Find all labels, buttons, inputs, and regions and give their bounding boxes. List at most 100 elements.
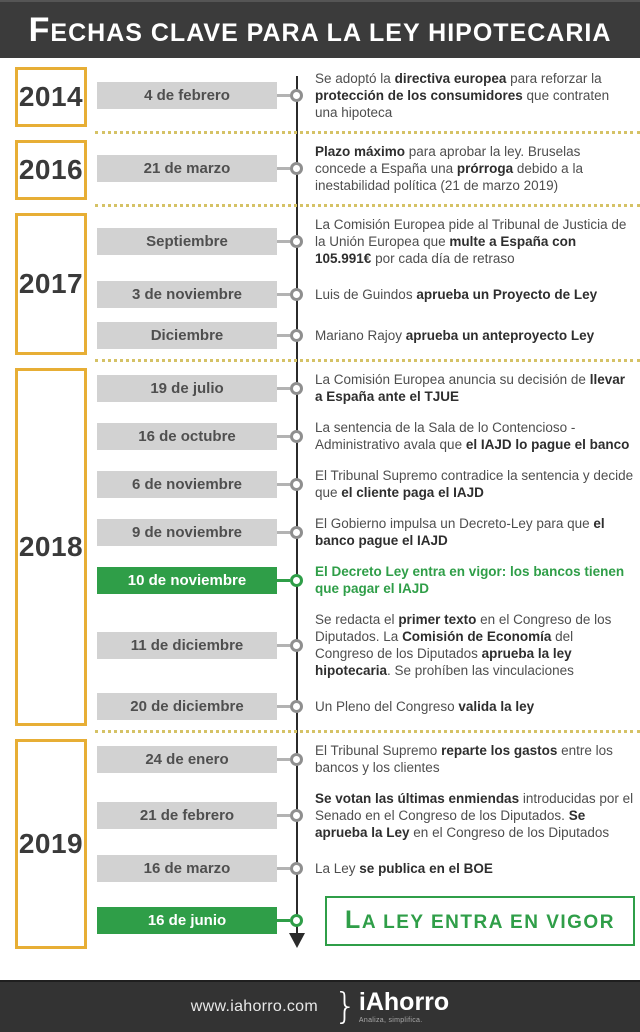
event-date-pill: 19 de julio bbox=[97, 374, 277, 402]
event-description: Un Pleno del Congreso valida la ley bbox=[315, 699, 535, 714]
event-description: La Comisión Europea anuncia su decisión … bbox=[315, 372, 625, 404]
events-column: 21 de marzo Plazo máximo para aprobar la … bbox=[95, 134, 640, 207]
footer-url[interactable]: www.iahorro.com bbox=[190, 998, 318, 1015]
timeline-connector bbox=[277, 293, 290, 296]
timeline-node-icon bbox=[290, 700, 303, 713]
event-date-pill: 9 de noviembre bbox=[97, 518, 277, 546]
timeline-arrow-icon bbox=[289, 933, 305, 948]
timeline-event: 21 de febrero Se votan las últimas enmien… bbox=[95, 790, 640, 841]
timeline-node-icon bbox=[290, 477, 303, 491]
timeline-event: 16 de junio La ley entra en vigor bbox=[95, 896, 640, 946]
brand-tagline: Analiza, simplifica. bbox=[358, 1017, 423, 1024]
event-date-pill: 21 de marzo bbox=[97, 155, 277, 182]
timeline-event: Diciembre Mariano Rajoy aprueba un antepr… bbox=[95, 322, 640, 349]
timeline-node-icon bbox=[290, 573, 303, 587]
year-section-2019: 2019 24 de enero El Tribunal Supremo repar… bbox=[0, 733, 640, 956]
year-column: 2014 bbox=[0, 61, 95, 134]
event-date-pill: 10 de noviembre bbox=[97, 566, 277, 594]
timeline-connector bbox=[277, 757, 290, 761]
year-column: 2019 bbox=[0, 733, 95, 956]
event-description: El Decreto Ley entra en vigor: los banco… bbox=[315, 564, 625, 596]
timeline-connector bbox=[277, 386, 290, 390]
timeline-node-icon bbox=[290, 862, 303, 875]
brand-logo: } iAhorro Analiza, simplifica. bbox=[334, 985, 450, 1027]
timeline-connector bbox=[277, 240, 290, 243]
timeline-event: 3 de noviembre Luis de Guindos aprueba un… bbox=[95, 281, 640, 308]
year-column: 2017 bbox=[0, 207, 95, 362]
timeline-event: 24 de enero El Tribunal Supremo reparte l… bbox=[95, 742, 640, 776]
timeline-event: 4 de febrero Se adoptó la directiva europ… bbox=[95, 70, 640, 121]
event-description: El Gobierno impulsa un Decreto-Ley para … bbox=[315, 516, 605, 548]
events-column: 19 de julio La Comisión Europea anuncia s… bbox=[95, 362, 640, 733]
page-title: Fechas clave para la ley hipotecaria bbox=[28, 11, 612, 49]
timeline-connector bbox=[277, 530, 290, 534]
event-description: Se redacta el primer texto en el Congres… bbox=[315, 612, 612, 678]
event-description: Se adoptó la directiva europea para refo… bbox=[315, 71, 610, 120]
year-section-2018: 2018 19 de julio La Comisión Europea anunc… bbox=[0, 362, 640, 733]
timeline-connector bbox=[277, 167, 290, 170]
events-column: 4 de febrero Se adoptó la directiva europ… bbox=[95, 61, 640, 134]
timeline-connector bbox=[277, 867, 290, 870]
timeline-node-icon bbox=[290, 809, 303, 822]
timeline-event: 21 de marzo Plazo máximo para aprobar la … bbox=[95, 143, 640, 194]
year-column: 2016 bbox=[0, 134, 95, 207]
event-date-pill: 21 de febrero bbox=[97, 802, 277, 829]
year-label: 2014 bbox=[15, 67, 87, 127]
timeline-event: 11 de diciembre Se redacta el primer text… bbox=[95, 611, 640, 679]
event-date-pill: 16 de marzo bbox=[97, 855, 277, 882]
header-bar: Fechas clave para la ley hipotecaria bbox=[0, 0, 640, 58]
timeline-connector bbox=[277, 919, 290, 923]
year-section-2014: 2014 4 de febrero Se adoptó la directiva e… bbox=[0, 61, 640, 134]
footer-bar: www.iahorro.com } iAhorro Analiza, simpl… bbox=[0, 980, 640, 1032]
timeline-connector bbox=[277, 434, 290, 438]
event-date-pill: 3 de noviembre bbox=[97, 281, 277, 308]
timeline-event: 20 de diciembre Un Pleno del Congreso val… bbox=[95, 693, 640, 720]
event-date-pill: 16 de junio bbox=[97, 907, 277, 935]
timeline-event: 19 de julio La Comisión Europea anuncia s… bbox=[95, 371, 640, 405]
event-description: La sentencia de la Sala de lo Contencios… bbox=[315, 420, 630, 452]
timeline-event: 10 de noviembre El Decreto Ley entra en v… bbox=[95, 563, 640, 597]
timeline-event: 9 de noviembre El Gobierno impulsa un Dec… bbox=[95, 515, 640, 549]
event-description: Mariano Rajoy aprueba un anteproyecto Le… bbox=[315, 328, 595, 343]
event-date-pill: 6 de noviembre bbox=[97, 470, 277, 498]
timeline-node-icon bbox=[290, 752, 303, 766]
timeline-event: Septiembre La Comisión Europea pide al Tr… bbox=[95, 216, 640, 267]
timeline-node-icon bbox=[290, 525, 303, 539]
timeline-event: 16 de marzo La Ley se publica en el BOE bbox=[95, 855, 640, 882]
law-entry-box: La ley entra en vigor bbox=[325, 896, 635, 946]
events-column: 24 de enero El Tribunal Supremo reparte l… bbox=[95, 733, 640, 956]
timeline-node-icon bbox=[290, 638, 303, 652]
timeline-connector bbox=[277, 814, 290, 817]
event-date-pill: Septiembre bbox=[97, 228, 277, 255]
brand-name: iAhorro bbox=[358, 988, 450, 1016]
timeline-node-icon bbox=[290, 235, 303, 248]
timeline-event: 6 de noviembre El Tribunal Supremo contra… bbox=[95, 467, 640, 501]
brace-icon: } bbox=[334, 985, 357, 1027]
timeline-connector bbox=[277, 482, 290, 486]
event-description: El Tribunal Supremo reparte los gastos e… bbox=[315, 743, 613, 775]
timeline-connector bbox=[277, 334, 290, 337]
timeline-event: 16 de octubre La sentencia de la Sala de … bbox=[95, 419, 640, 453]
timeline-node-icon bbox=[290, 89, 303, 102]
event-date-pill: 20 de diciembre bbox=[97, 693, 277, 720]
year-column: 2018 bbox=[0, 362, 95, 733]
timeline-node-icon bbox=[290, 914, 303, 928]
timeline-line bbox=[296, 76, 298, 934]
timeline-sections: 2014 4 de febrero Se adoptó la directiva e… bbox=[0, 61, 640, 980]
events-column: Septiembre La Comisión Europea pide al Tr… bbox=[95, 207, 640, 362]
event-description: Se votan las últimas enmiendas introduci… bbox=[315, 791, 634, 840]
event-date-pill: 11 de diciembre bbox=[97, 631, 277, 659]
timeline-node-icon bbox=[290, 162, 303, 175]
event-description: La Comisión Europea pide al Tribunal de … bbox=[315, 217, 627, 266]
year-label: 2016 bbox=[15, 140, 87, 200]
law-entry-label: La ley entra en vigor bbox=[345, 906, 615, 934]
event-date-pill: 16 de octubre bbox=[97, 422, 277, 450]
timeline-connector bbox=[277, 94, 290, 97]
event-description: Luis de Guindos aprueba un Proyecto de L… bbox=[315, 287, 598, 302]
event-date-pill: Diciembre bbox=[97, 322, 277, 349]
timeline-connector bbox=[277, 578, 290, 582]
year-label: 2017 bbox=[15, 213, 87, 355]
year-section-2016: 2016 21 de marzo Plazo máximo para aprobar… bbox=[0, 134, 640, 207]
event-description: El Tribunal Supremo contradice la senten… bbox=[315, 468, 634, 500]
